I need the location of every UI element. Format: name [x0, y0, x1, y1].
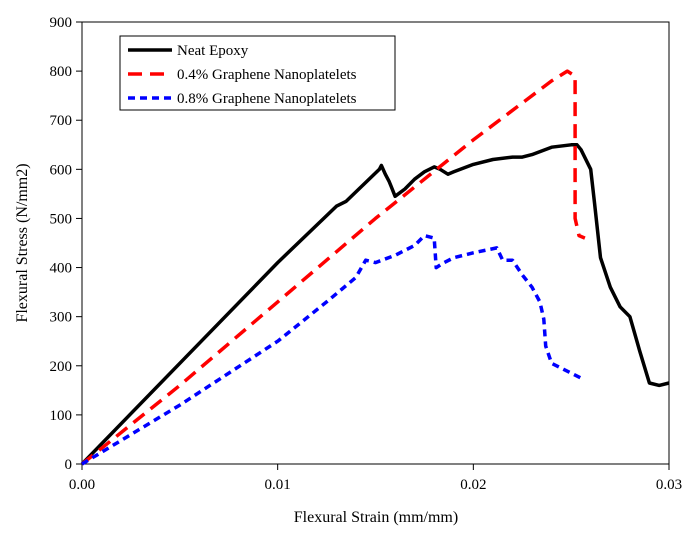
y-tick-label: 900: [50, 15, 73, 31]
legend-label-2: 0.4% Graphene Nanoplatelets: [177, 67, 357, 83]
y-tick-label: 100: [50, 408, 73, 424]
y-tick-label: 300: [50, 310, 73, 326]
y-tick-label: 600: [50, 162, 73, 178]
legend-label-3: 0.8% Graphene Nanoplatelets: [177, 91, 357, 107]
legend-label-1: Neat Epoxy: [177, 43, 249, 59]
plot-area: [81, 21, 670, 465]
series-layer: [80, 69, 670, 466]
y-axis-title: Flexural Stress (N/mm2): [14, 163, 31, 322]
x-tick-label: 0.02: [460, 477, 486, 493]
y-tick-label: 700: [50, 113, 73, 129]
series-line-1: [80, 143, 670, 466]
legend: Neat Epoxy 0.4% Graphene Nanoplatelets 0.8…: [119, 35, 396, 111]
y-tick-label: 800: [50, 64, 73, 80]
y-tick-label: 500: [50, 211, 73, 227]
x-axis-title: Flexural Strain (mm/mm): [294, 509, 458, 526]
x-axis: 0.00 0.01 0.02 0.03: [69, 464, 682, 493]
y-tick-label: 200: [50, 359, 73, 375]
x-tick-label: 0.03: [656, 477, 682, 493]
y-tick-label: 400: [50, 261, 73, 277]
x-tick-label: 0.01: [265, 477, 291, 493]
x-tick-label: 0.00: [69, 477, 95, 493]
plot-border: [81, 21, 670, 465]
series-line-2: [80, 69, 586, 466]
series-line-3: [81, 233, 582, 466]
y-axis: 0 100 200 300 400 500 600 700 800 900: [50, 15, 82, 473]
y-tick-label: 0: [65, 457, 73, 473]
